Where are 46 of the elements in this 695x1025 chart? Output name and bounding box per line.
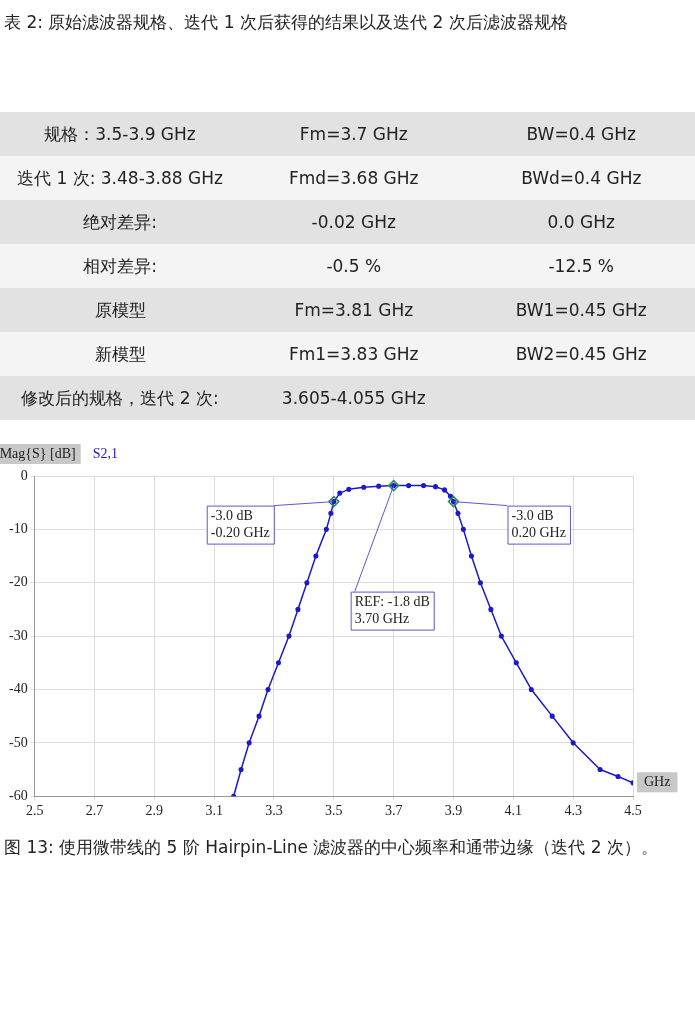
annotation: REF: -1.8 dB 3.70 GHz xyxy=(354,594,430,627)
text: -12.5 % xyxy=(547,255,615,278)
text: -0.02 GHz xyxy=(310,211,397,234)
y-tick-label: -30 xyxy=(8,627,28,643)
text: 修改后的规格，迭代 2 次: xyxy=(20,387,220,410)
x-tick-label: 3.5 xyxy=(325,803,343,819)
text: 新模型 xyxy=(93,343,147,366)
text: 规格：3.5-3.9 GHz xyxy=(43,123,197,146)
x-tick-label: 4.5 xyxy=(624,803,642,819)
text: 0.0 GHz xyxy=(546,211,616,234)
y-tick-label: -60 xyxy=(8,787,28,803)
text: S2,1 xyxy=(92,445,119,461)
text: Fm1=3.83 GHz xyxy=(287,343,420,366)
y-tick-label: -10 xyxy=(8,521,28,537)
x-tick-label: 3.3 xyxy=(265,803,283,819)
x-tick-label: 2.9 xyxy=(145,803,164,819)
text: 3.605-4.055 GHz xyxy=(280,387,427,410)
text: BW2=0.45 GHz xyxy=(514,343,648,366)
y-tick-label: 0 xyxy=(20,467,28,483)
x-tick-label: 3.1 xyxy=(205,803,223,819)
y-axis-title: Mag{S} [dB] xyxy=(0,445,76,461)
text: Fm=3.81 GHz xyxy=(293,299,415,322)
caption: 图 13: 使用微带线的 5 阶 Hairpin-Line 滤波器的中心频率和通带边缘（迭代 2 次）。 xyxy=(3,836,659,859)
text: 相对差异: xyxy=(82,255,158,278)
x-tick-label: 3.7 xyxy=(384,803,403,819)
y-tick-label: -40 xyxy=(8,681,28,697)
x-tick-label: 4.3 xyxy=(564,803,582,819)
y-tick-label: -20 xyxy=(8,574,28,590)
y-tick-label: -50 xyxy=(8,734,28,750)
text: 原模型 xyxy=(93,299,147,322)
text: -0.5 % xyxy=(325,255,383,278)
x-tick-label: 4.1 xyxy=(504,803,523,819)
text: Fmd=3.68 GHz xyxy=(288,167,420,190)
text: 表 2: 原始滤波器规格、迭代 1 次后获得的结果以及迭代 2 次后滤波器规格 xyxy=(3,11,569,34)
annotation: -3.0 dB -0.20 GHz xyxy=(210,508,270,541)
x-axis-title: GHz xyxy=(644,773,671,789)
text: BW=0.4 GHz xyxy=(525,123,637,146)
text: BWd=0.4 GHz xyxy=(520,167,643,190)
text: Fm=3.7 GHz xyxy=(298,123,409,146)
text: BW1=0.45 GHz xyxy=(514,299,648,322)
x-tick-label: 2.7 xyxy=(85,803,104,819)
x-tick-label: 3.9 xyxy=(444,803,463,819)
x-tick-label: 2.5 xyxy=(25,803,44,819)
annotation: -3.0 dB 0.20 GHz xyxy=(511,508,566,541)
text: 绝对差异: xyxy=(82,211,158,234)
text: 迭代 1 次: 3.48-3.88 GHz xyxy=(16,167,224,190)
